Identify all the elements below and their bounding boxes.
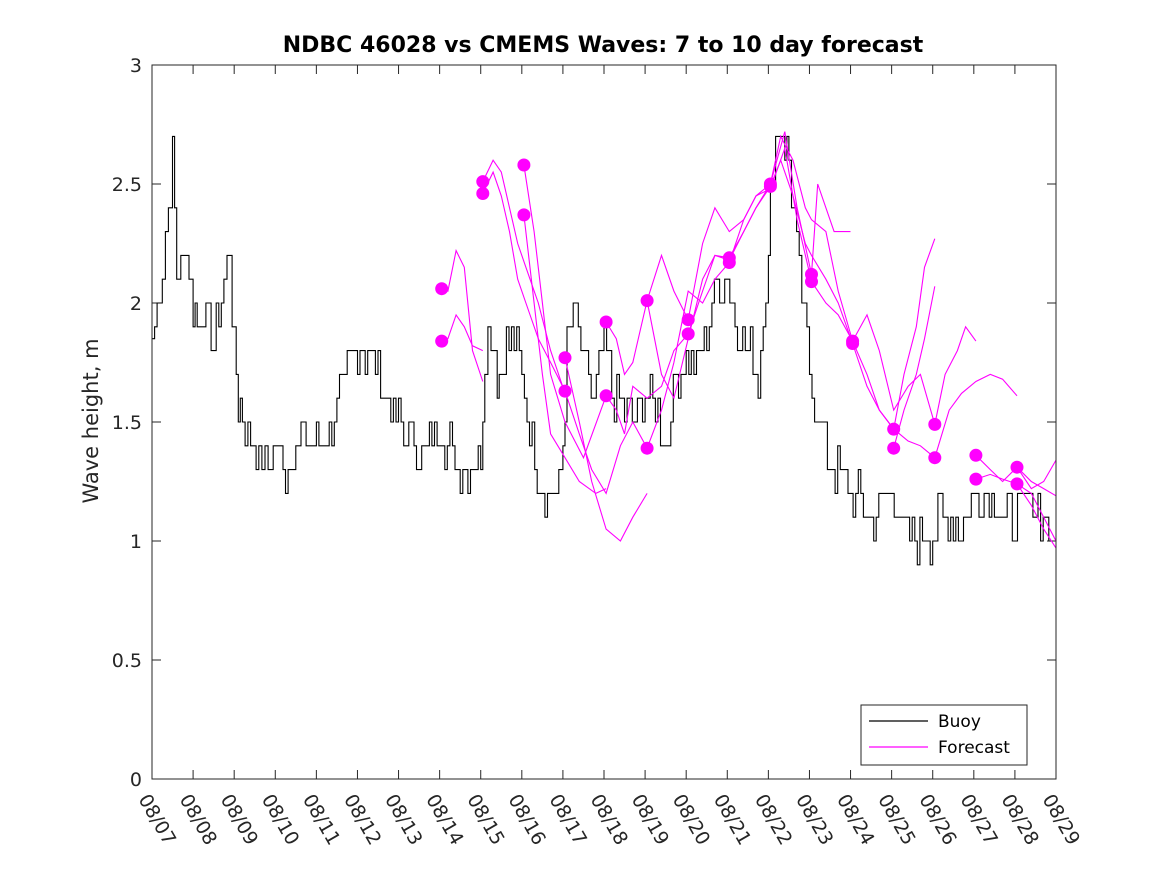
forecast-marker bbox=[887, 441, 901, 455]
forecast-marker bbox=[435, 282, 449, 296]
legend-buoy-label: Buoy bbox=[938, 712, 981, 732]
chart-title: NDBC 46028 vs CMEMS Waves: 7 to 10 day f… bbox=[283, 33, 924, 58]
forecast-line bbox=[934, 325, 977, 425]
forecast-line bbox=[769, 158, 854, 344]
x-tick-label: 08/12 bbox=[339, 791, 385, 849]
x-tick-label: 08/13 bbox=[380, 791, 426, 849]
forecast-marker bbox=[517, 158, 531, 172]
forecast-marker bbox=[640, 294, 654, 308]
y-axis-label: Wave height, m bbox=[79, 338, 103, 503]
x-tick-label: 08/22 bbox=[750, 791, 796, 849]
x-tick-label: 08/08 bbox=[175, 791, 221, 849]
forecast-line bbox=[893, 286, 936, 449]
forecast-marker-layer bbox=[435, 158, 1024, 491]
forecast-marker bbox=[846, 337, 860, 350]
buoy-layer bbox=[152, 135, 1052, 566]
x-tick-label: 08/26 bbox=[914, 791, 960, 849]
forecast-marker bbox=[928, 417, 942, 431]
x-tick-label: 08/10 bbox=[257, 791, 303, 849]
forecast-line bbox=[1016, 466, 1057, 497]
x-tick-label: 08/20 bbox=[668, 791, 714, 849]
forecast-marker bbox=[805, 275, 818, 289]
x-tick-label: 08/11 bbox=[298, 791, 344, 849]
forecast-marker bbox=[1010, 460, 1024, 474]
y-tick-label: 2.5 bbox=[112, 174, 142, 196]
x-tick-label: 08/18 bbox=[586, 791, 632, 849]
forecast-marker bbox=[969, 472, 983, 486]
forecast-marker bbox=[681, 327, 695, 341]
forecast-marker bbox=[435, 334, 449, 348]
forecast-marker bbox=[640, 441, 654, 455]
forecast-marker bbox=[722, 256, 736, 269]
y-tick-label: 0.5 bbox=[112, 650, 142, 672]
forecast-marker bbox=[763, 179, 777, 193]
forecast-marker bbox=[599, 389, 613, 403]
forecast-marker bbox=[476, 187, 490, 200]
forecast-line bbox=[769, 134, 854, 342]
forecast-marker bbox=[517, 208, 531, 222]
buoy-line bbox=[152, 135, 1052, 566]
forecast-line bbox=[523, 214, 607, 495]
forecast-line bbox=[605, 253, 689, 376]
forecast-marker bbox=[558, 351, 572, 365]
x-tick-label: 08/27 bbox=[955, 791, 1001, 849]
x-tick-label: 08/29 bbox=[1038, 791, 1084, 849]
y-tick-label: 2 bbox=[130, 293, 142, 315]
forecast-line bbox=[810, 183, 851, 275]
y-tick-label: 1.5 bbox=[112, 412, 142, 434]
forecast-marker bbox=[681, 313, 695, 327]
forecast-line bbox=[852, 313, 936, 425]
forecast-marker bbox=[928, 451, 942, 465]
forecast-line bbox=[893, 238, 936, 430]
forecast-marker bbox=[558, 384, 572, 398]
x-tick-label: 08/24 bbox=[832, 791, 878, 849]
x-tick-label: 08/15 bbox=[462, 791, 508, 849]
y-tick-label: 1 bbox=[130, 531, 142, 553]
y-tick-label: 0 bbox=[130, 769, 142, 791]
forecast-line bbox=[482, 170, 566, 392]
forecast-line bbox=[1016, 483, 1057, 542]
x-tick-label: 08/23 bbox=[791, 791, 837, 849]
x-tick-label: 08/07 bbox=[134, 791, 180, 849]
forecast-line bbox=[564, 357, 648, 542]
legend-forecast-label: Forecast bbox=[938, 738, 1010, 758]
x-tick-label: 08/19 bbox=[627, 791, 673, 849]
x-tick-label: 08/25 bbox=[873, 791, 919, 849]
forecast-line bbox=[523, 164, 607, 460]
plot-area bbox=[152, 65, 1056, 779]
legend-box bbox=[860, 704, 1028, 766]
forecast-marker bbox=[1010, 477, 1024, 491]
forecast-marker bbox=[887, 422, 901, 436]
forecast-line bbox=[605, 333, 689, 435]
forecast-line bbox=[564, 390, 648, 495]
x-tick-label: 08/17 bbox=[545, 791, 591, 849]
x-tick-label: 08/21 bbox=[709, 791, 755, 849]
legend: Buoy Forecast bbox=[860, 704, 1028, 766]
x-tick-label: 08/14 bbox=[421, 791, 467, 849]
x-tick-label: 08/09 bbox=[216, 791, 262, 849]
x-tick-label: 08/28 bbox=[997, 791, 1043, 849]
forecast-marker bbox=[599, 315, 613, 329]
y-tick-label: 3 bbox=[130, 55, 142, 77]
forecast-line bbox=[646, 262, 730, 449]
forecast-marker bbox=[969, 448, 983, 462]
plot-frame bbox=[151, 64, 1057, 780]
forecast-marker bbox=[476, 175, 490, 189]
forecast-line bbox=[934, 373, 1018, 458]
x-tick-label: 08/16 bbox=[503, 791, 549, 849]
